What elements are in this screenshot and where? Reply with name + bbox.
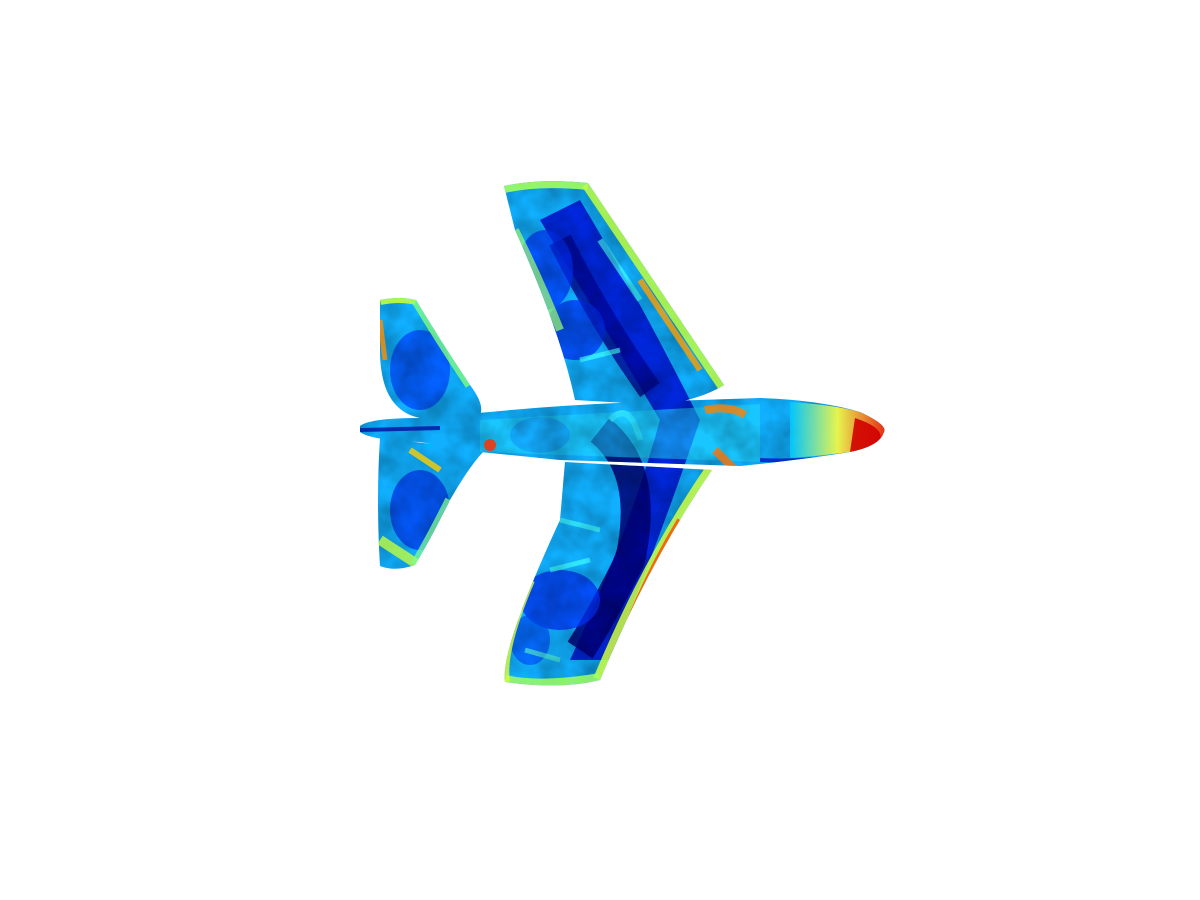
airplane-surface (360, 181, 885, 686)
